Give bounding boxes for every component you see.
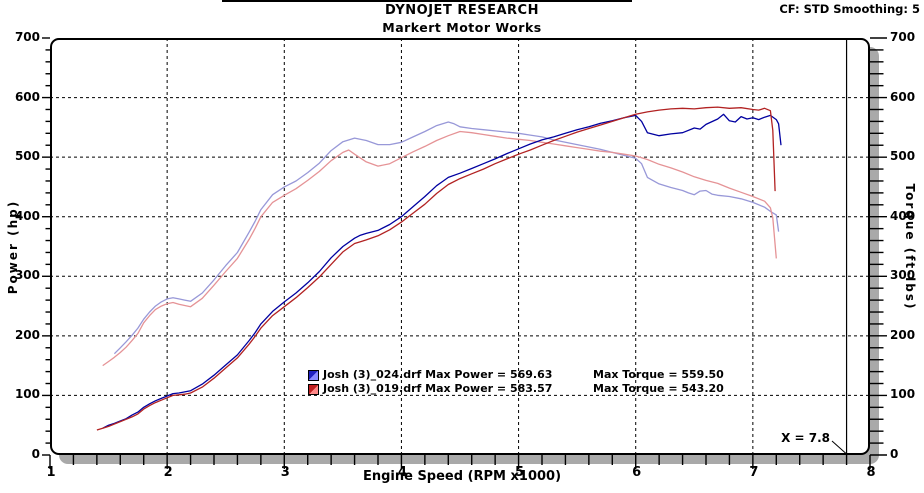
x-axis-label: Engine Speed (RPM x1000) bbox=[362, 469, 562, 484]
series-line-josh-3-019-drf-torque bbox=[102, 130, 777, 367]
correction-smoothing-info: CF: STD Smoothing: 5 bbox=[779, 2, 920, 16]
y-tick-label-right: 0 bbox=[890, 447, 899, 461]
cursor-x-label: X = 7.8 bbox=[781, 431, 830, 445]
top-border-line bbox=[222, 0, 632, 2]
chart-title: DYNOJET RESEARCH bbox=[385, 3, 539, 18]
cursor-pointer-line bbox=[831, 440, 847, 455]
y-tick-label-left: 500 bbox=[14, 149, 40, 164]
series-line-josh-3-024-drf-torque bbox=[113, 121, 780, 355]
y-tick-label-right: 100 bbox=[890, 387, 916, 402]
y-tick-label-right: 300 bbox=[890, 268, 916, 283]
x-tick-label: 1 bbox=[46, 465, 56, 480]
y-tick-label-left: 100 bbox=[14, 387, 40, 402]
legend: Josh (3)_024.drf Max Power = 569.63 Max … bbox=[308, 368, 724, 396]
y-tick-label-right: 400 bbox=[890, 208, 916, 223]
x-tick-label: 7 bbox=[749, 465, 759, 480]
y-tick-label-right: 600 bbox=[890, 89, 916, 104]
legend-swatch-blue bbox=[308, 369, 319, 381]
legend-row-red: Josh (3)_019.drf Max Power = 583.57 Max … bbox=[308, 382, 724, 396]
legend-power-text-red: Josh (3)_019.drf Max Power = 583.57 bbox=[323, 382, 553, 395]
legend-torque-text-blue: Max Torque = 559.50 bbox=[593, 368, 724, 381]
legend-torque-text-red: Max Torque = 543.20 bbox=[593, 382, 724, 395]
y-tick-label-left: 700 bbox=[14, 30, 40, 44]
legend-swatch-red bbox=[308, 383, 319, 395]
y-tick-label-left: 300 bbox=[14, 268, 40, 283]
x-tick-label: 8 bbox=[866, 465, 876, 480]
y-tick-label-right: 700 bbox=[890, 30, 916, 44]
y-tick-label-right: 500 bbox=[890, 149, 916, 164]
x-tick-label: 2 bbox=[163, 465, 173, 480]
y-tick-label-right: 200 bbox=[890, 327, 916, 342]
series-line-josh-3-024-drf-power bbox=[102, 113, 782, 429]
y-tick-label-left: 600 bbox=[14, 89, 40, 104]
legend-row-blue: Josh (3)_024.drf Max Power = 569.63 Max … bbox=[308, 368, 724, 382]
y-tick-label-left: 200 bbox=[14, 327, 40, 342]
series-line-josh-3-019-drf-power bbox=[96, 106, 776, 431]
chart-subtitle: Markert Motor Works bbox=[382, 20, 542, 35]
y-axis-label-torque: Torque (ft-lbs) bbox=[903, 183, 917, 311]
x-tick-label: 5 bbox=[515, 465, 525, 480]
y-tick-label-left: 400 bbox=[14, 208, 40, 223]
y-tick-label-left: 0 bbox=[31, 447, 40, 461]
x-tick-label: 4 bbox=[397, 465, 407, 480]
x-tick-label: 3 bbox=[280, 465, 290, 480]
legend-power-text-blue: Josh (3)_024.drf Max Power = 569.63 bbox=[323, 368, 553, 381]
x-tick-label: 6 bbox=[632, 465, 642, 480]
y-axis-label-power: Power (hp) bbox=[6, 199, 20, 295]
